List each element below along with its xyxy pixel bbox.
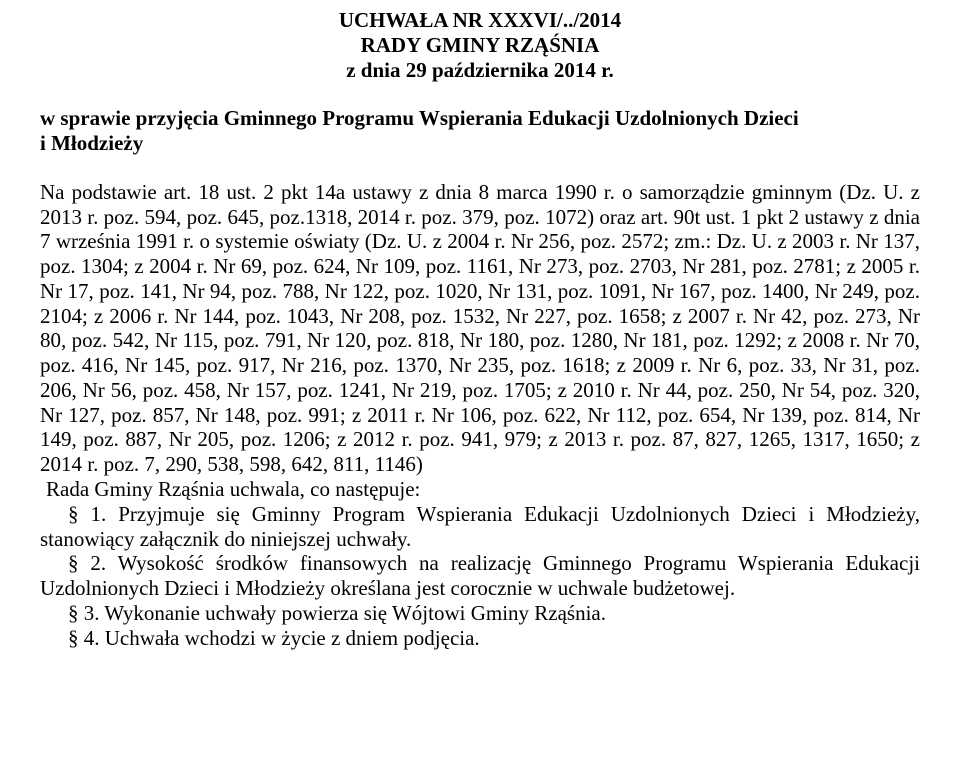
title-line-1: UCHWAŁA NR XXXVI/../2014 — [40, 8, 920, 33]
section-4: § 4. Uchwała wchodzi w życie z dniem pod… — [40, 626, 920, 651]
section-2: § 2. Wysokość środków finansowych na rea… — [40, 551, 920, 601]
enacts-line: Rada Gminy Rząśnia uchwala, co następuje… — [40, 477, 920, 502]
section-3: § 3. Wykonanie uchwały powierza się Wójt… — [40, 601, 920, 626]
subject-block: w sprawie przyjęcia Gminnego Programu Ws… — [40, 106, 920, 156]
title-block: UCHWAŁA NR XXXVI/../2014 RADY GMINY RZĄŚ… — [40, 8, 920, 82]
document-page: UCHWAŁA NR XXXVI/../2014 RADY GMINY RZĄŚ… — [0, 0, 960, 782]
legal-basis: Na podstawie art. 18 ust. 2 pkt 14a usta… — [40, 180, 920, 477]
section-1: § 1. Przyjmuje się Gminny Program Wspier… — [40, 502, 920, 552]
subject-line-1: w sprawie przyjęcia Gminnego Programu Ws… — [40, 106, 920, 131]
subject-line-2: i Młodzieży — [40, 131, 920, 156]
title-line-3: z dnia 29 października 2014 r. — [40, 58, 920, 83]
body-text: Na podstawie art. 18 ust. 2 pkt 14a usta… — [40, 180, 920, 651]
title-line-2: RADY GMINY RZĄŚNIA — [40, 33, 920, 58]
